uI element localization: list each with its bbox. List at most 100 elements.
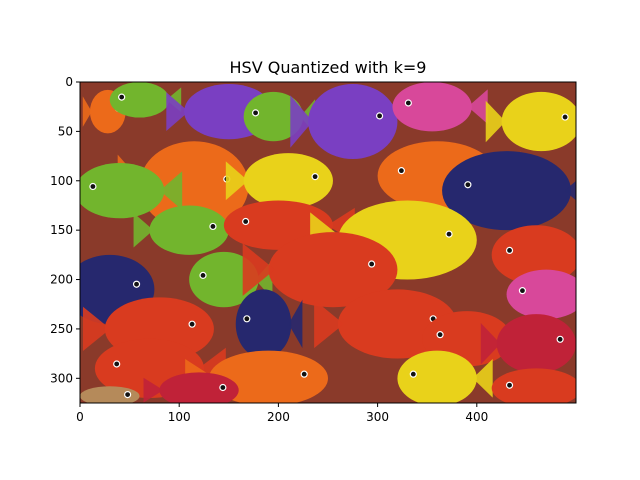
fish-body	[149, 205, 229, 255]
fish-red	[491, 225, 598, 285]
fish-body	[268, 232, 398, 308]
fish-body	[80, 162, 165, 219]
fish-body	[139, 141, 249, 231]
fish-tail	[80, 394, 83, 398]
fish-tail	[166, 92, 189, 131]
fish-body	[506, 269, 576, 320]
fish-eye	[89, 182, 97, 191]
fish-eye	[242, 217, 250, 226]
fish-body	[392, 82, 472, 132]
fish-eye	[556, 335, 564, 343]
fish-crimson	[480, 314, 576, 374]
fish-tan	[80, 386, 140, 403]
x-tick-label: 100	[168, 410, 191, 424]
fish-body	[243, 153, 333, 209]
fish-tail	[472, 358, 493, 398]
fish-tail	[82, 96, 92, 127]
fish-yellow	[397, 350, 493, 403]
fish-tail	[288, 299, 303, 349]
y-tick-label: 0	[65, 75, 73, 89]
fish-tail	[314, 299, 344, 349]
fish-yellow	[225, 153, 333, 209]
x-tick-label: 200	[267, 410, 290, 424]
fish-green	[133, 205, 229, 255]
fish-eye	[368, 260, 376, 268]
fish-body	[308, 83, 398, 160]
fish-tail	[290, 95, 313, 148]
y-tick-label: 50	[58, 124, 73, 138]
fish-tail	[225, 161, 249, 201]
fish-eye	[113, 360, 121, 368]
fish-eye	[311, 173, 319, 181]
fish-body	[109, 82, 170, 118]
fish-tail	[242, 243, 275, 296]
fish-tail	[582, 277, 602, 312]
fish-tail	[143, 377, 164, 403]
fish-tail	[480, 322, 501, 365]
fish-pink	[392, 82, 488, 132]
fish-body	[235, 289, 292, 359]
fish-eye	[404, 99, 412, 107]
fish-eye	[409, 370, 417, 378]
plot-frame	[79, 81, 577, 404]
fish-crimson	[143, 372, 239, 403]
fish-eye	[219, 383, 227, 392]
x-tick-label: 0	[76, 410, 84, 424]
quantized-fish-image	[80, 82, 602, 403]
fish-navy	[442, 151, 576, 231]
fish-tail	[485, 100, 506, 143]
x-tick-label: 400	[465, 410, 488, 424]
fish-eye	[445, 230, 453, 238]
fish-tail	[159, 171, 183, 211]
fish-body	[159, 372, 239, 403]
figure-title: HSV Quantized with k=9	[230, 58, 427, 77]
fish-tail	[467, 89, 488, 124]
fish-body	[243, 91, 304, 142]
fish-eye	[188, 320, 196, 328]
fish-body	[208, 350, 328, 403]
fish-tail	[576, 234, 598, 275]
fish-eye	[209, 222, 217, 231]
fish-red	[491, 368, 598, 403]
fish-body	[189, 251, 259, 308]
fish-red	[242, 232, 398, 308]
fish-eye	[199, 271, 207, 279]
y-tick-label: 150	[50, 223, 73, 237]
fish-eye	[436, 331, 444, 339]
fish-green	[80, 162, 183, 219]
fish-eye	[464, 181, 472, 189]
fish-body	[80, 386, 140, 403]
fish-yellow	[485, 91, 576, 152]
fish-tail	[82, 306, 111, 352]
fish-eye	[518, 287, 527, 295]
fish-tail	[564, 180, 576, 201]
fish-body	[496, 314, 576, 374]
fish-eye	[118, 93, 126, 101]
fish-eye	[397, 167, 406, 175]
fish-pink	[506, 269, 602, 320]
y-axis: 0 50 100 150 200 250 300	[50, 75, 80, 385]
fish-body	[491, 225, 576, 285]
fish-eye	[375, 112, 384, 120]
fish-eye	[251, 109, 260, 117]
fish-eye	[243, 315, 251, 323]
fish-body	[397, 350, 477, 403]
fish-eye	[300, 370, 308, 378]
fish-tail	[576, 374, 598, 402]
fish-eye	[132, 280, 141, 288]
y-tick-label: 200	[50, 273, 73, 287]
fish-body	[501, 91, 576, 152]
fish-eye	[124, 391, 132, 399]
x-tick-label: 300	[366, 410, 389, 424]
y-tick-label: 100	[50, 174, 73, 188]
x-axis: 0 100 200 300 400	[76, 403, 488, 424]
y-tick-label: 250	[50, 322, 73, 336]
fish-body	[491, 368, 576, 403]
fish-eye	[561, 113, 569, 121]
fish-eye	[505, 246, 514, 255]
y-tick-label: 300	[50, 371, 73, 385]
fish-eye	[505, 381, 514, 389]
fish-purple	[290, 83, 398, 160]
fish-body	[442, 151, 572, 231]
